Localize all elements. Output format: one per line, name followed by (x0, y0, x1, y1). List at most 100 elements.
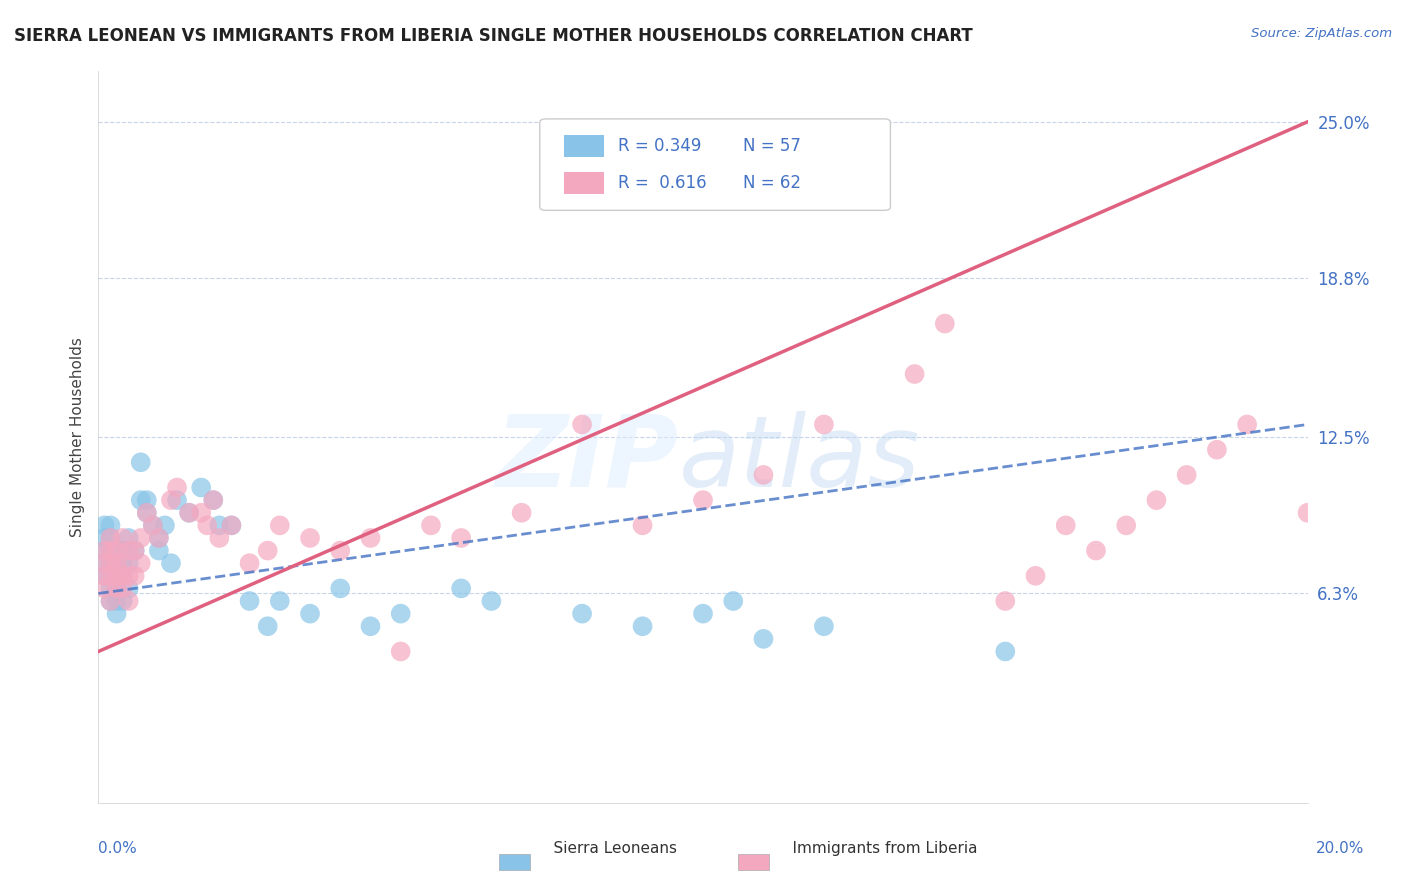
Point (221, 518, 243, 533)
Point (1085, 543, 1108, 558)
Point (129, 493, 152, 508)
Text: atlas: atlas (679, 410, 921, 508)
Point (100, 569, 122, 583)
Point (1144, 493, 1167, 508)
Point (111, 594, 134, 608)
Point (93, 518, 115, 533)
Point (93, 556, 115, 570)
Point (1024, 569, 1046, 583)
Point (118, 543, 141, 558)
Point (450, 582, 472, 596)
Point (269, 518, 291, 533)
Point (105, 556, 128, 570)
Point (100, 569, 122, 583)
Point (124, 543, 146, 558)
Point (105, 582, 128, 596)
Point (105, 569, 128, 583)
Point (93, 543, 115, 558)
Point (148, 531, 170, 545)
Point (179, 506, 201, 520)
Point (994, 594, 1017, 608)
Point (111, 582, 134, 596)
Point (105, 556, 128, 570)
Point (105, 543, 128, 558)
Point (100, 531, 122, 545)
Point (100, 582, 122, 596)
Point (124, 543, 146, 558)
Point (221, 518, 243, 533)
Point (1206, 442, 1229, 457)
Point (692, 493, 714, 508)
Text: Immigrants from Liberia: Immigrants from Liberia (773, 841, 977, 856)
Point (100, 531, 122, 545)
Point (481, 594, 503, 608)
Point (510, 506, 533, 520)
Point (148, 531, 170, 545)
Point (111, 556, 134, 570)
Point (239, 594, 262, 608)
Point (195, 518, 218, 533)
Point (100, 594, 122, 608)
Text: Sierra Leoneans: Sierra Leoneans (534, 841, 678, 856)
Point (105, 607, 128, 621)
Point (723, 594, 745, 608)
Point (111, 556, 134, 570)
Point (118, 569, 141, 583)
Y-axis label: Single Mother Households: Single Mother Households (69, 337, 84, 537)
Point (160, 556, 183, 570)
Point (571, 417, 593, 432)
Point (329, 543, 352, 558)
Text: N = 57: N = 57 (742, 137, 801, 155)
Text: 0.0%: 0.0% (98, 841, 138, 856)
Point (142, 518, 165, 533)
Point (100, 543, 122, 558)
Point (813, 417, 835, 432)
Text: ZIP: ZIP (496, 410, 679, 508)
Bar (564, 135, 603, 157)
Point (904, 367, 927, 381)
Point (93, 569, 115, 583)
Point (100, 594, 122, 608)
Point (93, 543, 115, 558)
Point (111, 569, 134, 583)
Point (389, 644, 412, 658)
Point (153, 518, 176, 533)
Point (100, 556, 122, 570)
Point (100, 543, 122, 558)
Point (111, 531, 134, 545)
Point (118, 582, 141, 596)
Point (256, 543, 278, 558)
Point (420, 518, 443, 533)
Point (269, 594, 291, 608)
Point (142, 518, 165, 533)
Point (105, 569, 128, 583)
Text: Source: ZipAtlas.com: Source: ZipAtlas.com (1251, 27, 1392, 40)
Point (190, 506, 212, 520)
Point (135, 506, 157, 520)
Point (93, 582, 115, 596)
Point (1054, 518, 1077, 533)
Point (129, 531, 152, 545)
Point (135, 493, 157, 508)
Text: 20.0%: 20.0% (1316, 841, 1364, 856)
Point (105, 594, 128, 608)
Point (389, 607, 412, 621)
Point (111, 543, 134, 558)
Point (124, 569, 146, 583)
Bar (564, 171, 603, 194)
Point (752, 467, 775, 482)
Point (135, 506, 157, 520)
Point (179, 506, 201, 520)
Point (1175, 467, 1198, 482)
Point (148, 543, 170, 558)
Point (166, 493, 188, 508)
Point (105, 582, 128, 596)
FancyBboxPatch shape (540, 119, 890, 211)
Point (934, 317, 956, 331)
Point (631, 619, 654, 633)
Point (100, 556, 122, 570)
Point (752, 632, 775, 646)
Point (329, 582, 352, 596)
Point (692, 607, 714, 621)
Point (208, 531, 231, 545)
